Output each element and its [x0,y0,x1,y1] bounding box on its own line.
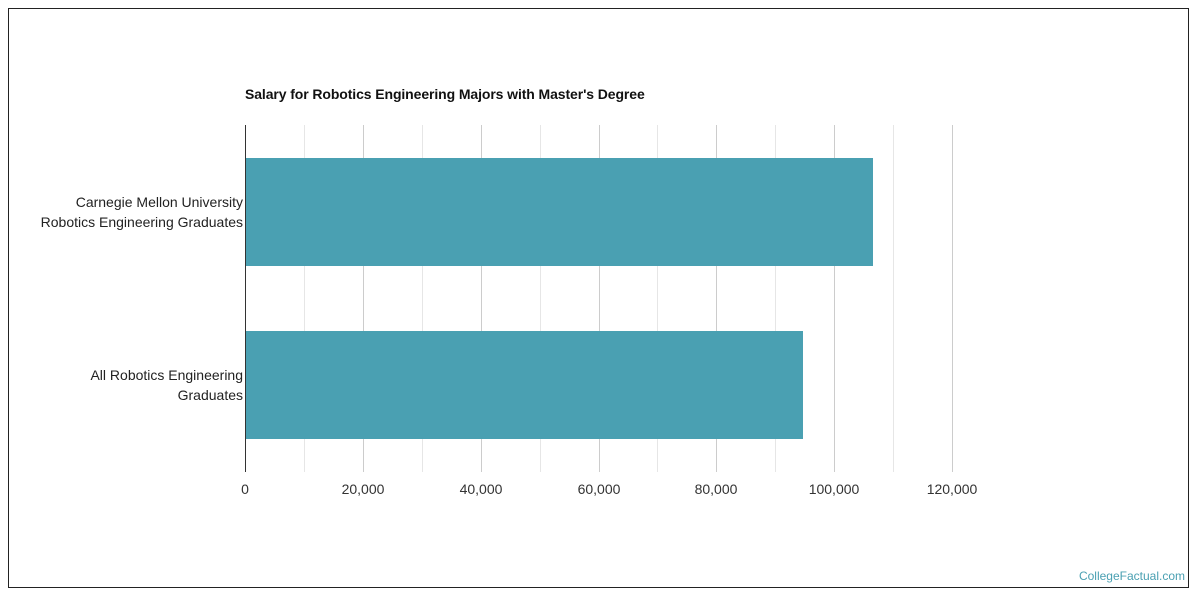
major-gridline [716,125,717,472]
watermark-link[interactable]: CollegeFactual.com [1078,569,1185,583]
major-gridline [834,125,835,472]
minor-gridline [893,125,894,472]
x-tick-label: 20,000 [341,481,385,497]
category-label-line: Carnegie Mellon University [75,194,243,210]
chart-title: Salary for Robotics Engineering Majors w… [245,86,645,102]
minor-gridline [540,125,541,472]
category-label: Carnegie Mellon University Robotics Engin… [41,192,243,232]
plot-area [245,125,953,472]
major-gridline [952,125,953,472]
minor-gridline [304,125,305,472]
y-axis-line [245,125,246,472]
major-gridline [363,125,364,472]
bar[interactable] [245,331,803,439]
minor-gridline [657,125,658,472]
major-gridline [599,125,600,472]
category-label-line: Robotics Engineering Graduates [40,214,243,230]
x-tick-label: 100,000 [808,481,860,497]
x-tick-label: 120,000 [926,481,978,497]
bar[interactable] [245,158,873,266]
x-tick-label: 40,000 [459,481,503,497]
x-tick-label: 60,000 [577,481,621,497]
major-gridline [481,125,482,472]
category-label: All Robotics Engineering Graduates [90,365,243,405]
x-tick-label: 0 [241,481,249,497]
minor-gridline [775,125,776,472]
chart-frame [8,8,1189,588]
minor-gridline [422,125,423,472]
category-label-line: All Robotics Engineering [90,367,243,383]
x-tick-label: 80,000 [694,481,738,497]
category-label-line: Graduates [177,387,243,403]
